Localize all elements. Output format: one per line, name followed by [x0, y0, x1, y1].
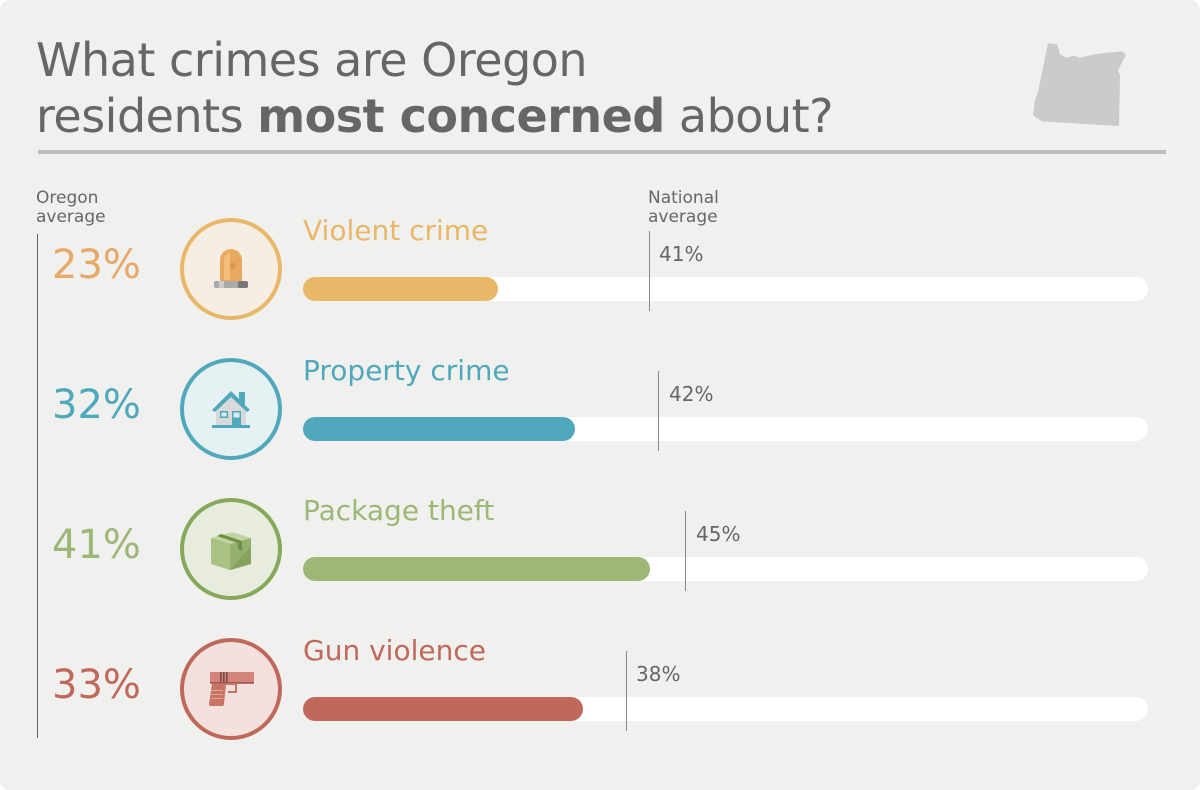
oregon-bar: [303, 417, 575, 441]
national-percent: 38%: [636, 662, 681, 686]
oregon-average-label: Oregon average: [36, 188, 106, 227]
siren-icon: [214, 249, 248, 288]
handgun-icon: [209, 672, 254, 706]
oregon-bar: [303, 697, 583, 721]
title-text-bold: most concerned: [257, 89, 665, 143]
category-label: Package theft: [303, 494, 495, 527]
package-box-icon: [211, 532, 251, 570]
row-violent-crime: 23% Violent crime 41%: [0, 214, 1200, 338]
page-title: What crimes are Oregon residents most co…: [36, 32, 834, 144]
category-icon-circle: [180, 638, 282, 740]
oregon-bar: [303, 277, 498, 301]
national-percent: 41%: [659, 242, 704, 266]
category-icon-circle: [180, 498, 282, 600]
oregon-percent: 32%: [52, 382, 141, 428]
title-line-2: residents most concerned about?: [36, 88, 834, 144]
title-line-1: What crimes are Oregon: [36, 33, 588, 87]
row-package-theft: 41% Package theft 45%: [0, 494, 1200, 618]
title-text-regular-end: about?: [664, 89, 834, 143]
oregon-percent: 41%: [52, 522, 141, 568]
category-label: Property crime: [303, 354, 510, 387]
national-marker-line: [658, 371, 659, 451]
national-average-label: National average: [648, 188, 719, 227]
oregon-bar: [303, 557, 650, 581]
category-label: Violent crime: [303, 214, 489, 247]
oregon-percent: 23%: [52, 242, 141, 288]
national-marker-line: [626, 651, 627, 731]
national-percent: 45%: [696, 522, 741, 546]
category-icon-circle: [180, 358, 282, 460]
title-text-regular: residents: [36, 89, 258, 143]
row-gun-violence: 33% Gun violence 38%: [0, 634, 1200, 758]
category-label: Gun violence: [303, 634, 486, 667]
category-icon-circle: [180, 218, 282, 320]
row-property-crime: 32% Property crime 42%: [0, 354, 1200, 478]
national-marker-line: [649, 231, 650, 311]
oregon-state-icon: [1033, 43, 1126, 126]
title-divider: [38, 150, 1166, 154]
national-percent: 42%: [669, 382, 714, 406]
oregon-average-axis-line: [37, 234, 38, 738]
house-icon: [212, 391, 250, 428]
national-marker-line: [685, 511, 686, 591]
oregon-percent: 33%: [52, 662, 141, 708]
